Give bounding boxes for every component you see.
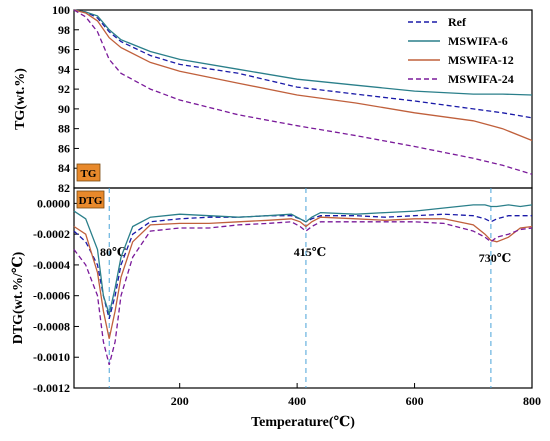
tg-y-axis-label: TG(wt.%) — [13, 68, 28, 130]
dtg-series-line — [73, 204, 533, 317]
tg-series-line — [73, 9, 533, 142]
legend: Ref MSWIFA-6 MSWIFA-12 MSWIFA-24 — [408, 15, 514, 86]
dtg-y-tick-label: -0.0006 — [33, 289, 70, 303]
tg-y-tick-label: 86 — [58, 141, 70, 155]
dtg-series-line — [73, 216, 533, 339]
tg-y-tick-label: 90 — [58, 102, 70, 116]
x-tick-label: 400 — [288, 394, 306, 408]
tg-series-line — [73, 9, 533, 96]
peak-label: 415℃ — [294, 245, 326, 259]
peak-label: 80℃ — [100, 245, 126, 259]
legend-entry-label: MSWIFA-24 — [448, 72, 514, 86]
dtg-plot-frame — [73, 187, 533, 389]
legend-entry-label: MSWIFA-6 — [448, 34, 508, 48]
tg-y-tick-label: 92 — [58, 82, 70, 96]
tg-series-line — [73, 9, 533, 119]
tg-y-tick-label: 88 — [58, 122, 70, 136]
dtg-series-line — [73, 221, 533, 366]
legend-entry-label: MSWIFA-12 — [448, 53, 514, 67]
dtg-y-tick-label: 0.0000 — [37, 196, 70, 210]
dtg-y-tick-label: -0.0004 — [33, 258, 70, 272]
tg-badge: TG — [76, 163, 101, 182]
peak-label: 730℃ — [479, 251, 511, 265]
dtg-y-tick-label: -0.0002 — [33, 227, 70, 241]
tg-y-tick-label: 96 — [58, 43, 70, 57]
tg-y-tick-label: 84 — [58, 161, 70, 175]
x-tick-label: 800 — [523, 394, 541, 408]
dtg-panel: 0.0000 -0.0002 -0.0004 -0.0006 -0.0008 -0.001… — [33, 188, 533, 395]
dtg-y-axis-label: DTG(wt.%/℃) — [11, 251, 26, 344]
x-tick-label: 600 — [406, 394, 424, 408]
dtg-y-tick-label: -0.0008 — [33, 319, 70, 333]
tg-y-tick-label: 94 — [58, 62, 70, 76]
tg-series-line — [73, 9, 533, 175]
tg-y-tick-label: 100 — [52, 3, 70, 17]
x-tick-label: 200 — [171, 394, 189, 408]
x-axis-label: Temperature(℃) — [251, 415, 355, 430]
dtg-series-line — [73, 213, 532, 319]
dtg-y-tick-label: -0.0012 — [33, 381, 70, 395]
x-axis: 200 400 600 800 — [171, 383, 541, 408]
tg-badge-label: TG — [81, 168, 97, 180]
dtg-badge: DTG — [76, 190, 105, 209]
legend-entry-label: Ref — [448, 15, 467, 29]
tg-panel: 82 84 86 88 90 92 94 96 98 100 — [52, 3, 533, 195]
dtg-y-tick-label: -0.0010 — [33, 350, 70, 364]
dtg-badge-label: DTG — [79, 195, 103, 207]
tg-y-tick-label: 98 — [58, 23, 70, 37]
tg-y-tick-label: 82 — [58, 181, 70, 195]
